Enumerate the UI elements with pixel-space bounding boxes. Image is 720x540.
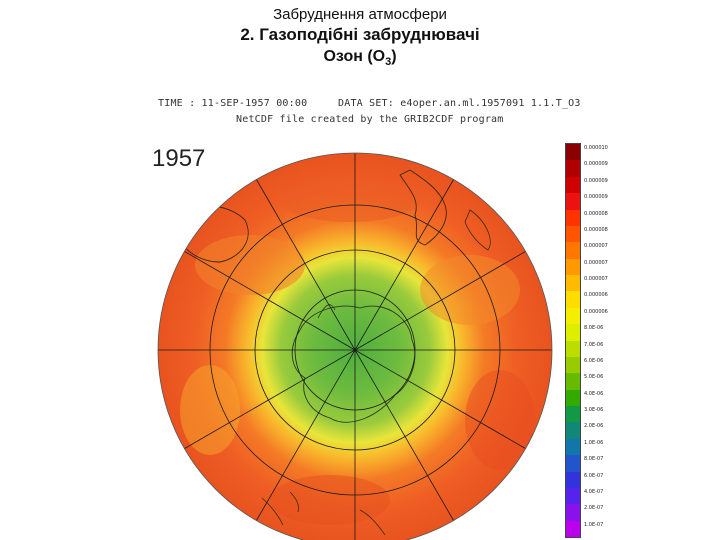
colorbar-swatch <box>566 340 580 357</box>
globe-outline <box>157 152 553 540</box>
colorbar-swatch <box>566 356 580 374</box>
colorbar-tick-label: 6.0E-06 <box>584 357 604 364</box>
dataset-label: DATA SET: e4oper.an.ml.1957091 1.1.T_O3 <box>338 98 581 109</box>
colorbar-swatch <box>566 193 580 210</box>
slide-title: 2. Газоподібні забруднювачі <box>240 25 480 44</box>
colorbar-tick-label: 8.0E-07 <box>584 456 604 463</box>
netcdf-label: NetCDF file created by the GRIB2CDF prog… <box>236 114 504 125</box>
colorbar-swatch <box>566 291 580 308</box>
meridian-grid <box>158 153 552 540</box>
colorbar-tick-label: 4.0E-07 <box>584 488 604 495</box>
colorbar-swatch <box>566 225 580 243</box>
colorbar-swatch <box>566 307 580 325</box>
colorbar-swatch <box>566 422 580 439</box>
colorbar-tick-label: 0.000010 <box>584 145 608 151</box>
colorbar-swatch <box>566 144 580 161</box>
colorbar-tick-label: 0.000009 <box>584 194 608 201</box>
colorbar-tick-label: 0.000008 <box>584 226 608 233</box>
colorbar-swatch <box>566 406 580 423</box>
ozone-label: Озон (O <box>323 48 386 65</box>
colorbar-tick-label: 0.000007 <box>584 243 608 250</box>
new-zealand-outline <box>261 491 299 526</box>
colorbar-tick-label: 2.0E-07 <box>584 505 604 512</box>
globe-surface <box>158 153 552 540</box>
slide-subtitle: Забруднення атмосфери <box>273 6 447 23</box>
colorbar-tick-label: 5.0E-06 <box>584 374 604 381</box>
colorbar-swatch <box>566 389 580 406</box>
colorbar-tick-label: 0.000007 <box>584 276 608 282</box>
colorbar-tick-label: 0.000009 <box>584 177 608 184</box>
colorbar-swatch <box>566 242 580 259</box>
colorbar-tick-label: 1.0E-07 <box>584 521 604 528</box>
colorbar-swatch <box>566 438 580 456</box>
ozone-label-end: ) <box>391 48 397 65</box>
colorbar-swatch <box>566 176 580 194</box>
colorbar-swatch <box>566 275 580 292</box>
colorbar-swatch <box>566 455 580 472</box>
colorbar-tick-label: 3.0E-06 <box>584 407 604 413</box>
year-label: 1957 <box>152 145 206 172</box>
colorbar-tick-label: 2.0E-06 <box>584 423 604 430</box>
slide-title-ozone: Озон (O3) <box>0 48 720 68</box>
colorbar <box>565 143 581 538</box>
time-label: TIME : 11-SEP-1957 00:00 <box>158 98 308 109</box>
colorbar-tick-label: 8.0E-06 <box>584 325 604 332</box>
colorbar-swatch <box>566 471 580 488</box>
colorbar-tick-label: 4.0E-06 <box>584 390 604 397</box>
colorbar-tick-label: 6.0E-07 <box>584 472 604 479</box>
colorbar-swatch <box>566 324 580 341</box>
colorbar-swatch <box>566 520 580 537</box>
colorbar-tick-label: 0.000007 <box>584 259 608 266</box>
colorbar-tick-label: 0.000008 <box>584 210 608 217</box>
colorbar-tick-label: 0.000009 <box>584 161 608 168</box>
colorbar-swatch <box>566 504 580 521</box>
ozone-subscript: 3 <box>385 56 392 69</box>
colorbar-swatch <box>566 487 580 505</box>
colorbar-tick-label: 7.0E-06 <box>584 341 604 348</box>
colorbar-swatch <box>566 160 580 177</box>
colorbar-swatch <box>566 209 580 226</box>
colorbar-swatch <box>566 258 580 275</box>
colorbar-tick-label: 0.000006 <box>584 292 608 299</box>
africa-outline <box>464 209 491 251</box>
colorbar-swatch <box>566 373 580 390</box>
colorbar-tick-label: 0.000006 <box>584 308 608 315</box>
south-america-outline <box>399 169 447 246</box>
colorbar-tick-label: 1.0E-06 <box>584 439 604 446</box>
